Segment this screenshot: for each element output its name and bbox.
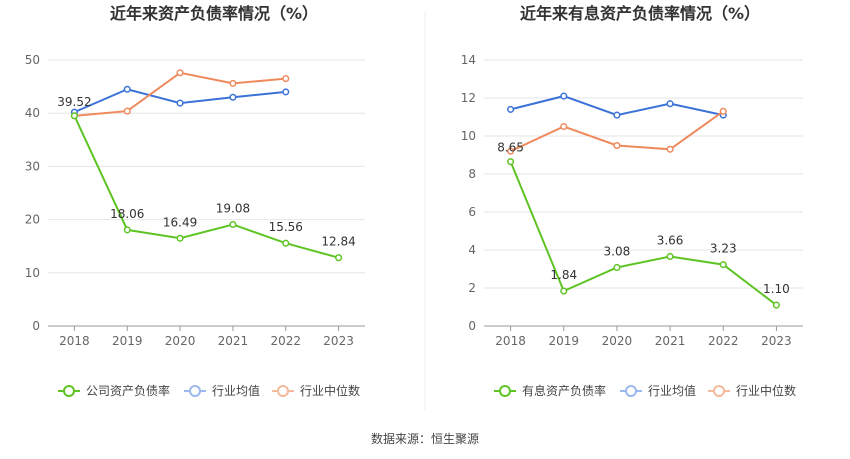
- data-point-industry_median: [613, 141, 621, 150]
- data-point-industry_median: [282, 75, 290, 83]
- legend-marker-industry_median: [277, 385, 289, 397]
- data-label: 19.08: [216, 201, 250, 215]
- data-point-industry_avg: [666, 100, 674, 108]
- data-point-company: [335, 254, 343, 262]
- y-tick-label: 30: [25, 159, 40, 173]
- legend-label: 行业均值: [212, 383, 260, 398]
- data-point-industry_avg: [229, 93, 237, 101]
- legend-marker-industry_median: [713, 385, 725, 397]
- data-label: 18.06: [110, 207, 144, 221]
- x-tick-label: 2019: [112, 334, 143, 348]
- data-point-industry_avg: [176, 99, 184, 107]
- y-tick-label: 40: [25, 106, 40, 120]
- x-tick-label: 2021: [218, 334, 249, 348]
- data-point-industry_avg: [282, 88, 290, 96]
- legend-marker-industry_avg: [189, 385, 201, 397]
- legend-label: 行业中位数: [300, 383, 360, 398]
- x-tick-label: 2022: [270, 334, 301, 348]
- data-point-industry_median: [507, 147, 515, 155]
- y-tick-label: 0: [468, 319, 476, 333]
- y-tick-label: 2: [468, 281, 476, 295]
- left-chart: 0 10 20 30 40 50 2018 2019 2020 2021 2022 2023 39.52…: [25, 53, 365, 398]
- data-label: 16.49: [163, 215, 197, 229]
- data-point-industry_avg: [613, 111, 621, 119]
- x-tick-label: 2022: [708, 334, 739, 348]
- right-chart-title: 近年来有息资产负债率情况（%）: [520, 4, 760, 23]
- data-point-company: [507, 158, 515, 166]
- legend-label: 公司资产负债率: [86, 383, 170, 398]
- y-tick-label: 50: [25, 53, 40, 67]
- y-tick-label: 8: [468, 167, 476, 181]
- legend-label: 行业均值: [648, 383, 696, 398]
- x-tick-label: 2021: [655, 334, 686, 348]
- right-chart: 0 2 4 6 8 10 12 14 2018 2019 2020 2021 2022 2023 8.65 1…: [461, 53, 803, 398]
- legend-marker-industry_avg: [625, 385, 637, 397]
- data-point-company: [666, 252, 674, 261]
- data-label: 8.65: [497, 141, 524, 155]
- y-tick-label: 10: [25, 266, 40, 280]
- data-point-industry_median: [719, 107, 727, 115]
- x-tick-label: 2023: [323, 334, 354, 348]
- legend-label: 有息资产负债率: [522, 383, 606, 398]
- data-label: 3.23: [710, 242, 737, 256]
- data-point-industry_median: [666, 145, 674, 153]
- data-point-industry_median: [123, 107, 131, 115]
- data-point-industry_avg: [507, 105, 515, 113]
- y-tick-label: 4: [468, 243, 476, 257]
- y-tick-label: 6: [468, 205, 476, 219]
- data-label: 15.56: [269, 220, 303, 234]
- series-line-company: [509, 161, 778, 306]
- y-tick-label: 12: [461, 91, 476, 105]
- data-point-industry_median: [229, 79, 237, 87]
- x-tick-label: 2020: [602, 334, 633, 348]
- data-label: 3.66: [657, 233, 684, 247]
- y-tick-label: 14: [461, 53, 476, 67]
- x-tick-label: 2018: [59, 334, 90, 348]
- source-note: 数据来源：恒生聚源: [371, 431, 479, 446]
- data-point-company: [123, 226, 131, 234]
- x-tick-label: 2020: [165, 334, 196, 348]
- x-tick-label: 2018: [495, 334, 526, 348]
- series-line-company: [73, 115, 339, 259]
- data-point-industry_avg: [123, 85, 131, 93]
- data-point-company: [613, 263, 621, 272]
- y-tick-label: 20: [25, 213, 40, 227]
- data-point-company: [229, 220, 237, 229]
- y-tick-label: 0: [32, 319, 40, 333]
- data-point-company: [772, 301, 780, 309]
- data-label: 1.10: [763, 282, 790, 296]
- legend-marker-company: [499, 385, 511, 397]
- x-tick-label: 2023: [761, 334, 792, 348]
- left-chart-title: 近年来资产负债率情况（%）: [110, 4, 318, 23]
- data-point-company: [560, 287, 568, 295]
- data-label: 1.84: [550, 268, 577, 282]
- data-point-company: [70, 112, 78, 120]
- y-tick-label: 10: [461, 129, 476, 143]
- data-label: 3.08: [604, 244, 631, 258]
- data-point-company: [282, 239, 290, 247]
- data-point-company: [719, 261, 727, 269]
- data-label: 12.84: [321, 235, 355, 249]
- data-point-industry_median: [560, 122, 568, 131]
- data-label: 39.52: [57, 95, 91, 109]
- data-point-company: [176, 234, 184, 242]
- legend-marker-company: [63, 385, 75, 397]
- data-point-industry_avg: [560, 92, 568, 100]
- legend-label: 行业中位数: [736, 383, 796, 398]
- data-point-industry_median: [176, 69, 184, 77]
- x-tick-label: 2019: [548, 334, 579, 348]
